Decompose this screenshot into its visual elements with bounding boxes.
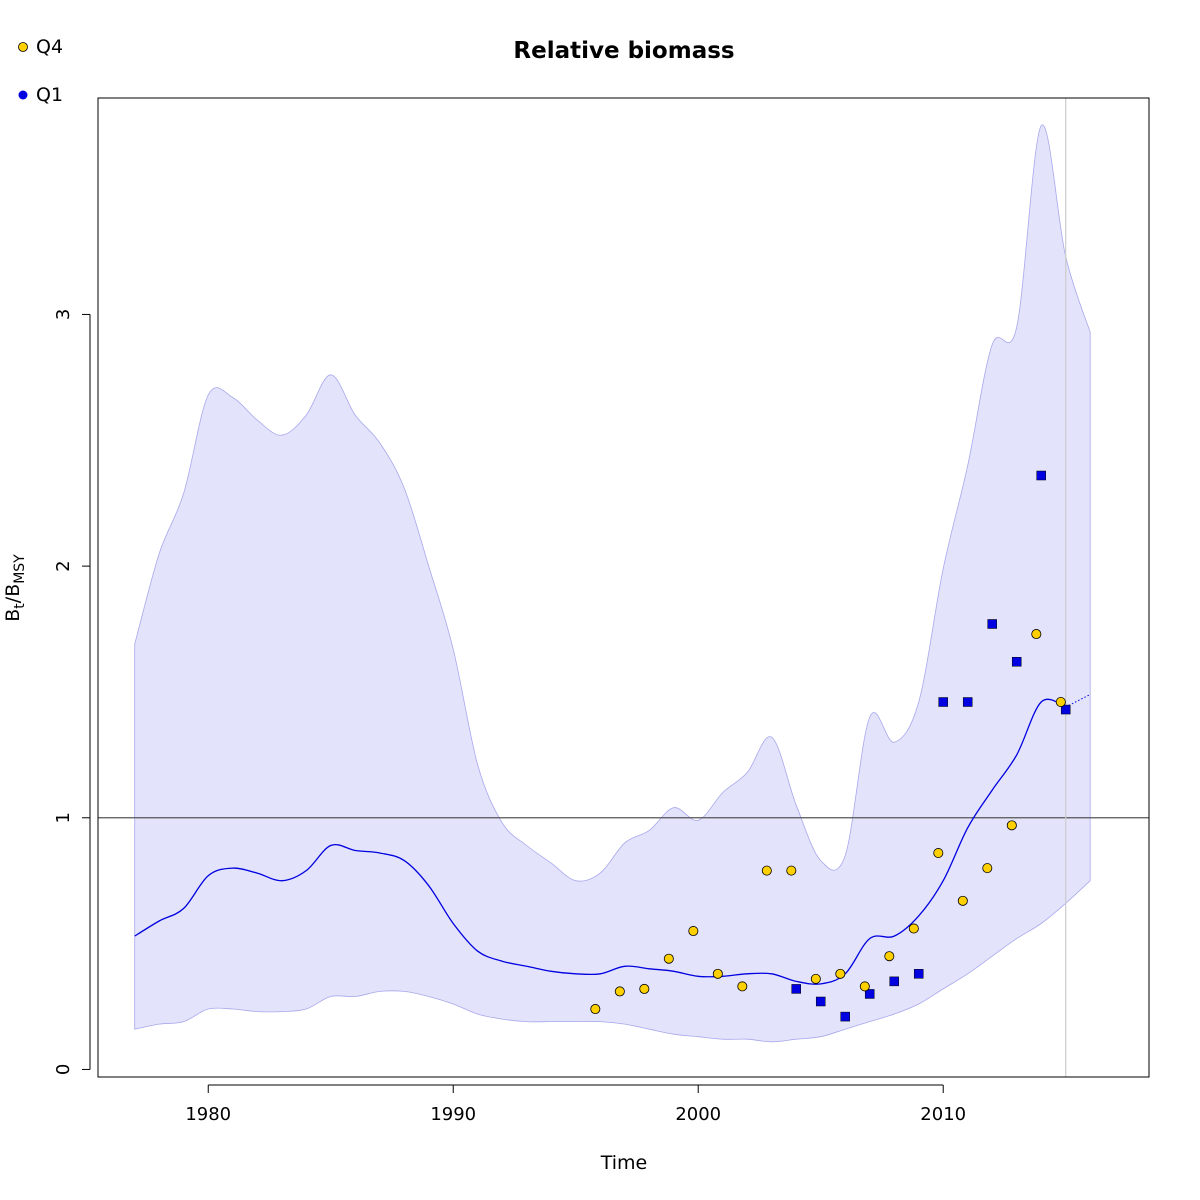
q1-point (864, 989, 875, 999)
x-tick-label: 2000 (675, 1104, 721, 1125)
chart-title: Relative biomass (513, 38, 734, 64)
legend-q4-marker (18, 42, 28, 52)
q4-point (614, 986, 625, 997)
y-axis-label-sub2: MSY (12, 554, 28, 584)
q4-point (933, 848, 944, 859)
q4-point (712, 968, 723, 979)
y-tick-label: 1 (53, 812, 74, 823)
estimate-line (134, 698, 1066, 985)
q4-point (859, 981, 870, 992)
y-axis: 0 1 2 3 (53, 309, 91, 1075)
q4-point (639, 983, 650, 994)
confidence-band (134, 124, 1091, 1043)
y-tick-label: 2 (53, 560, 74, 571)
q1-point (840, 1011, 850, 1022)
y-tick-label: 0 (53, 1064, 74, 1075)
legend-q4-label: Q4 (36, 36, 63, 58)
x-tick-label: 2010 (920, 1104, 966, 1125)
y-tick-label: 3 (53, 309, 74, 320)
q4-point (982, 863, 993, 874)
q4-point (786, 865, 797, 876)
q1-point (1011, 656, 1022, 667)
q4-point (957, 895, 968, 906)
y-axis-label-main: B (2, 609, 24, 622)
y-axis-label-slash: /B (2, 584, 24, 603)
plot-area (98, 98, 1149, 1077)
q1-point (913, 969, 924, 979)
q1-point (987, 619, 997, 629)
q1-point (1036, 470, 1046, 481)
x-tick-label: 1980 (185, 1104, 231, 1125)
q4-point (663, 953, 674, 964)
legend-q1-marker (18, 90, 28, 100)
q4-point (1055, 697, 1066, 708)
legend-q1-label: Q1 (36, 84, 63, 106)
x-axis-label: Time (600, 1152, 648, 1174)
q1-point (962, 697, 973, 707)
q4-point (1006, 820, 1017, 831)
y-axis-label: Bt/BMSY (2, 554, 28, 622)
q4-point (688, 926, 699, 937)
q4-point (810, 973, 821, 984)
q4-point (590, 1004, 601, 1015)
q4-point (908, 923, 919, 934)
q4-point (1031, 629, 1042, 640)
x-axis: 1980 1990 2000 2010 (185, 1084, 966, 1125)
q4-point (761, 865, 772, 876)
y-axis-label-sub1: t (12, 603, 28, 609)
q1-point (938, 697, 948, 707)
plot-frame (97, 97, 1150, 1078)
q4-point (884, 951, 895, 962)
q1-point (889, 976, 899, 987)
q1-point (791, 984, 801, 994)
legend: Q4 Q1 (18, 36, 63, 106)
q1-point (815, 996, 826, 1007)
q4-point (737, 981, 748, 992)
x-tick-label: 1990 (430, 1104, 476, 1125)
q1-point (1060, 704, 1071, 715)
q4-point (835, 968, 846, 979)
